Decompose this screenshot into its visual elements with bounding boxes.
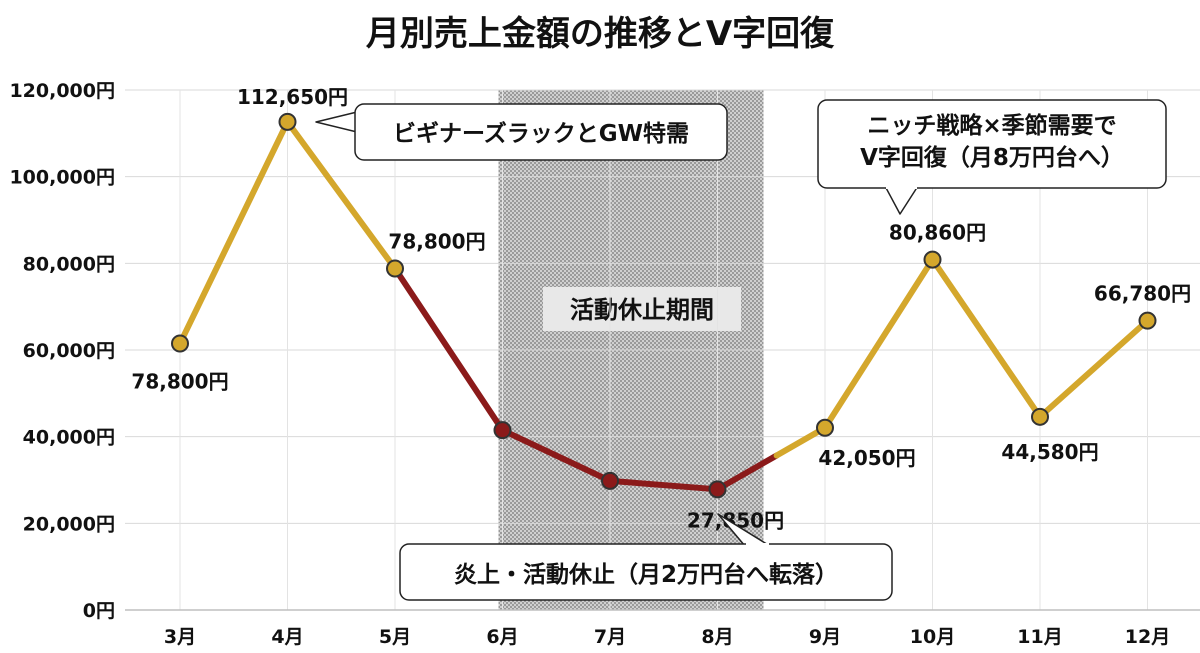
series-line-segment — [714, 452, 780, 493]
x-tick-label: 8月 — [701, 626, 733, 648]
shaded-region-label-bg — [543, 287, 741, 331]
x-tick-label: 5月 — [379, 626, 411, 648]
chart-title: 月別売上金額の推移とV字回復 — [366, 14, 835, 54]
series-line-segment — [1037, 317, 1151, 420]
data-label: 66,780円 — [1094, 282, 1191, 306]
callout-tail — [884, 185, 919, 215]
callout-seam — [746, 543, 769, 546]
y-tick-label: 80,000円 — [23, 253, 115, 275]
callout: ニッチ戦略×季節需要で V字回復（月8万円台へ） — [817, 99, 1167, 215]
x-tick-label: 10月 — [910, 626, 955, 648]
data-point — [171, 334, 189, 353]
callout-text: ニッチ戦略×季節需要で — [867, 112, 1116, 139]
x-tick-label: 4月 — [271, 626, 303, 648]
data-label: 80,860円 — [889, 221, 986, 245]
x-tick-label: 11月 — [1017, 626, 1062, 648]
y-tick-label: 100,000円 — [9, 167, 115, 189]
x-tick-label: 9月 — [809, 626, 841, 648]
callout-seam — [886, 186, 917, 189]
data-point — [923, 250, 942, 269]
data-label: 44,580円 — [1001, 440, 1098, 464]
callout-box — [817, 99, 1167, 189]
series-line-segment — [177, 118, 291, 347]
y-tick-label: 0円 — [83, 600, 115, 622]
data-point — [1031, 407, 1049, 426]
data-point — [493, 421, 512, 440]
x-tick-label: 3月 — [164, 626, 196, 648]
callout-seam — [356, 113, 359, 131]
shaded-region-label: 活動休止期間 — [570, 296, 714, 324]
y-tick-label: 60,000円 — [23, 340, 115, 362]
series-line-segment — [284, 118, 398, 272]
data-label: 78,800円 — [131, 370, 228, 394]
callout-box — [354, 103, 728, 161]
data-point — [1138, 311, 1157, 330]
data-point — [601, 471, 619, 490]
callout-box — [399, 543, 893, 601]
callout: 炎上・活動休止（月2万円台へ転落） — [399, 513, 893, 601]
y-tick-label: 120,000円 — [9, 80, 115, 102]
data-point — [386, 259, 404, 278]
callout-text: ビギナーズラックとGW特需 — [393, 120, 689, 147]
series-line-segment — [929, 256, 1043, 420]
y-tick-label: 20,000円 — [23, 513, 115, 535]
series-line-segment — [392, 265, 506, 434]
callout-text: V字回復（月8万円台へ） — [860, 144, 1124, 171]
series-line-segment — [607, 477, 721, 493]
data-label: 42,050円 — [818, 446, 915, 470]
data-label: 112,650円 — [237, 85, 348, 109]
callout-tail — [315, 111, 358, 133]
data-label: 78,800円 — [388, 230, 485, 254]
data-point — [708, 480, 727, 499]
x-tick-label: 6月 — [486, 626, 518, 648]
series-line-segment — [822, 256, 936, 431]
series-line-segment — [499, 427, 613, 484]
x-tick-label: 12月 — [1125, 626, 1170, 648]
y-tick-label: 40,000円 — [23, 427, 115, 449]
data-point — [278, 112, 297, 131]
callout-text: 炎上・活動休止（月2万円台へ転落） — [454, 561, 838, 588]
x-tick-label: 7月 — [594, 626, 626, 648]
callout: ビギナーズラックとGW特需 — [315, 103, 728, 161]
series-line-segment — [773, 424, 828, 459]
data-point — [816, 418, 834, 437]
